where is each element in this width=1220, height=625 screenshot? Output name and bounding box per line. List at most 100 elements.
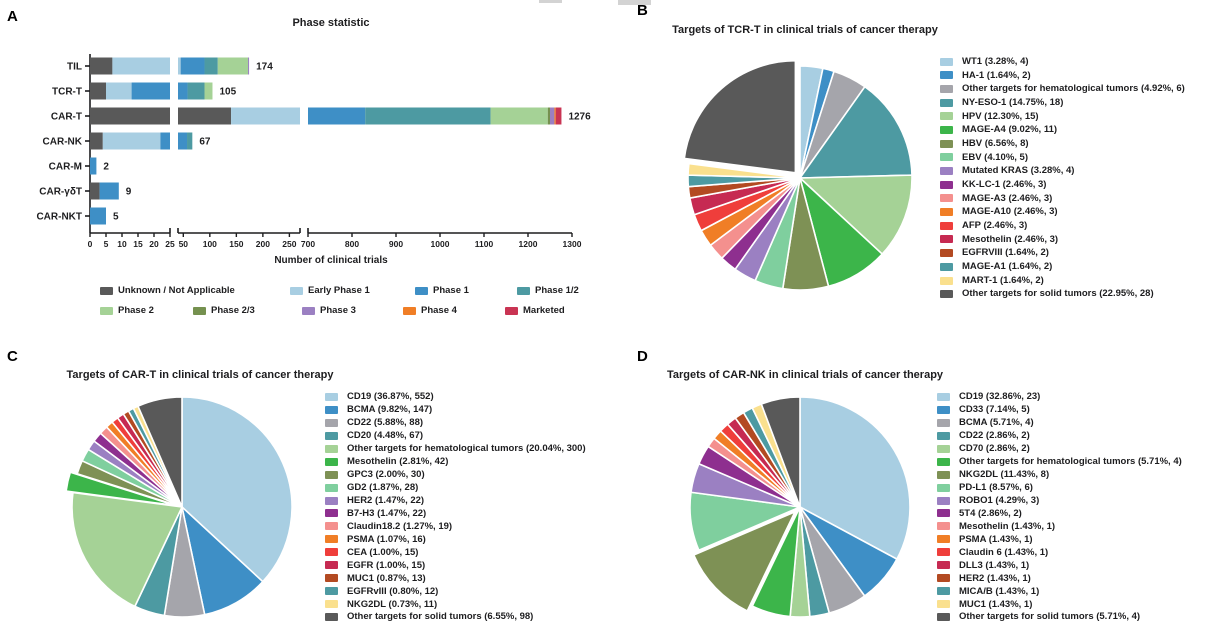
- pie-slice: [65, 471, 176, 507]
- legend-item: Mutated KRAS (3.28%, 4): [940, 166, 1185, 176]
- legend-label: MAGE-A3 (2.46%, 3): [962, 192, 1053, 204]
- axis-tick-label: 1200: [519, 239, 538, 249]
- axis-tick-label: 900: [389, 239, 403, 249]
- bar-segment: [90, 132, 103, 150]
- legend-item: MAGE-A1 (1.64%, 2): [940, 262, 1185, 272]
- legend-label: HA-1 (1.64%, 2): [962, 69, 1031, 81]
- bar-value-label: 105: [219, 87, 236, 98]
- legend-item: ROBO1 (4.29%, 3): [937, 496, 1182, 506]
- legend-swatch: [940, 208, 953, 217]
- legend-swatch: [940, 262, 953, 271]
- legend-label: PSMA (1.43%, 1): [959, 533, 1033, 545]
- legend-item: Other targets for hematological tumors (…: [325, 444, 586, 454]
- legend-swatch: [325, 613, 338, 622]
- legend-item: WT1 (3.28%, 4): [940, 57, 1185, 67]
- legend-label: B7-H3 (1.47%, 22): [347, 507, 427, 519]
- legend-item: 5T4 (2.86%, 2): [937, 509, 1182, 519]
- legend-item: Claudin 6 (1.43%, 1): [937, 548, 1182, 558]
- legend-swatch: [937, 574, 950, 583]
- legend-item: Other targets for hematological tumors (…: [940, 84, 1185, 94]
- legend-item: CD20 (4.48%, 67): [325, 431, 586, 441]
- legend-label: Marketed: [523, 305, 565, 316]
- bar-segment: [490, 107, 548, 125]
- legend-swatch: [937, 392, 950, 401]
- bar-segment: [248, 57, 250, 75]
- axis-tick-label: 100: [203, 239, 217, 249]
- legend-label: CEA (1.00%, 15): [347, 546, 419, 558]
- legend-item: MUC1 (0.87%, 13): [325, 574, 586, 584]
- bar-legend-item: Phase 1: [415, 286, 469, 296]
- bar-legend-item: Phase 2/3: [193, 306, 255, 316]
- legend-item: Other targets for solid tumors (22.95%, …: [940, 289, 1185, 299]
- bar-segment: [308, 107, 366, 125]
- legend-label: 5T4 (2.86%, 2): [959, 507, 1022, 519]
- bar-segment: [187, 132, 193, 150]
- legend-label: Phase 4: [421, 305, 457, 316]
- legend-swatch: [325, 548, 338, 557]
- bar-segment: [178, 82, 188, 100]
- legend-label: CD19 (36.87%, 552): [347, 391, 434, 402]
- legend-item: Claudin18.2 (1.27%, 19): [325, 522, 586, 532]
- bar-value-label: 9: [126, 187, 132, 198]
- legend-item: Other targets for hematological tumors (…: [937, 457, 1182, 467]
- bar-value-label: 2: [103, 162, 109, 173]
- pie-slice: [683, 59, 797, 174]
- axis-tick-label: 5: [104, 239, 109, 249]
- legend-item: Other targets for solid tumors (6.55%, 9…: [325, 612, 586, 622]
- legend-label: CD70 (2.86%, 2): [959, 442, 1030, 454]
- bar-legend-item: Phase 4: [403, 306, 457, 316]
- legend-label: GD2 (1.87%, 28): [347, 481, 419, 493]
- legend-label: MICA/B (1.43%, 1): [959, 585, 1040, 597]
- legend-label: GPC3 (2.00%, 30): [347, 468, 425, 480]
- legend-swatch: [325, 535, 338, 544]
- pie-legend-tcr-t: WT1 (3.28%, 4) HA-1 (1.64%, 2) Other targe…: [940, 57, 1185, 299]
- bar-segment: [547, 107, 550, 125]
- legend-item: AFP (2.46%, 3): [940, 221, 1185, 231]
- bar-legend-item: Unknown / Not Applicable: [100, 286, 235, 296]
- legend-item: MART-1 (1.64%, 2): [940, 276, 1185, 286]
- bar-legend-item: Early Phase 1: [290, 286, 370, 296]
- legend-item: EGFRVIII (1.64%, 2): [940, 248, 1185, 258]
- legend-item: Other targets for solid tumors (5.71%, 4…: [937, 612, 1182, 622]
- legend-item: KK-LC-1 (2.46%, 3): [940, 180, 1185, 190]
- axis-tick-label: 50: [179, 239, 189, 249]
- legend-label: WT1 (3.28%, 4): [962, 56, 1029, 67]
- axis-tick-label: 10: [117, 239, 127, 249]
- legend-label: Phase 2: [118, 305, 154, 316]
- legend-item: CD33 (7.14%, 5): [937, 405, 1182, 415]
- bar-value-label: 1276: [568, 112, 591, 123]
- legend-item: DLL3 (1.43%, 1): [937, 561, 1182, 571]
- legend-label: Early Phase 1: [308, 285, 370, 296]
- legend-label: Mesothelin (2.81%, 42): [347, 455, 449, 467]
- legend-item: HBV (6.56%, 8): [940, 139, 1185, 149]
- legend-item: BCMA (5.71%, 4): [937, 418, 1182, 428]
- legend-swatch: [940, 180, 953, 189]
- legend-item: HER2 (1.47%, 22): [325, 496, 586, 506]
- legend-label: EBV (4.10%, 5): [962, 151, 1028, 163]
- legend-item: MUC1 (1.43%, 1): [937, 599, 1182, 610]
- bar-segment: [99, 182, 119, 200]
- bar-legend-item: Phase 2: [100, 306, 154, 316]
- axis-tick-label: 200: [256, 239, 270, 249]
- legend-swatch: [937, 509, 950, 518]
- bar-segment: [90, 57, 113, 75]
- legend-item: Mesothelin (1.43%, 1): [937, 522, 1182, 532]
- bar-segment: [131, 82, 170, 100]
- bar-segment: [178, 57, 181, 75]
- legend-label: PSMA (1.07%, 16): [347, 533, 426, 545]
- bar-segment: [365, 107, 491, 125]
- category-label: CAR-NKT: [36, 212, 82, 223]
- legend-item: EBV (4.10%, 5): [940, 153, 1185, 163]
- panel-d-label: D: [637, 348, 648, 365]
- legend-item: MICA/B (1.43%, 1): [937, 587, 1182, 597]
- legend-label: Mesothelin (1.43%, 1): [959, 520, 1056, 532]
- legend-label: CD22 (5.88%, 88): [347, 416, 424, 428]
- legend-swatch: [940, 153, 953, 162]
- legend-item: EGFRvIII (0.80%, 12): [325, 587, 586, 597]
- axis-tick-label: 250: [282, 239, 296, 249]
- pie-chart-tcr-t: [683, 59, 913, 291]
- legend-item: CD19 (36.87%, 552): [325, 392, 586, 402]
- pie-slice: [181, 396, 293, 583]
- legend-swatch: [937, 405, 950, 414]
